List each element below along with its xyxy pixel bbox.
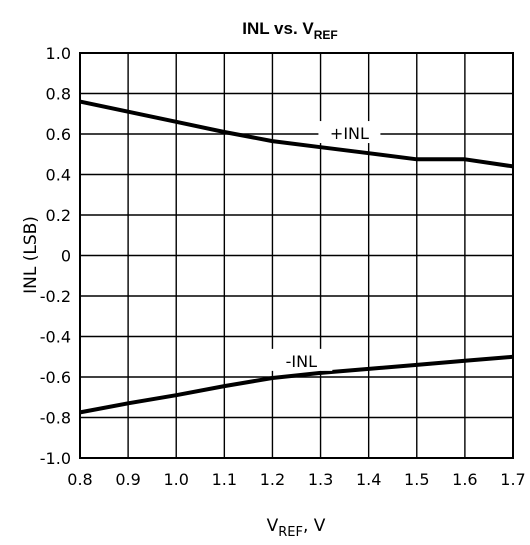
annotations: +INL -INL (270, 121, 381, 371)
series-line-minus-inl (79, 354, 514, 415)
y-tick-label: 0.4 (46, 166, 71, 185)
y-tick-label: 0 (61, 247, 71, 266)
x-tick-label: 1.7 (500, 470, 525, 489)
x-axis-label: VREF, V (267, 516, 326, 540)
x-tick-label: 1.4 (356, 470, 381, 489)
y-tick-label: -0.2 (40, 287, 71, 306)
chart-title: INL vs. VREF (242, 19, 338, 42)
x-tick-label: 1.3 (308, 470, 333, 489)
y-tick-label: 0.8 (46, 85, 71, 104)
x-tick-label: 1.1 (212, 470, 237, 489)
y-tick-labels: 1.0 0.8 0.6 0.4 0.2 0 -0.2 -0.4 -0.6 -0.8 -1.0 (40, 44, 71, 468)
series-annotation-label: +INL (330, 124, 369, 143)
annotation-background (318, 121, 381, 144)
y-tick-label: 0.6 (46, 125, 71, 144)
x-tick-labels: 0.8 0.9 1.0 1.1 1.2 1.3 1.4 1.5 1.6 1.7 (67, 470, 525, 489)
x-tick-label: 1.5 (404, 470, 429, 489)
x-tick-label: 0.9 (115, 470, 140, 489)
plot-frame (79, 52, 514, 459)
y-tick-label: -0.6 (40, 368, 71, 387)
series-group (79, 99, 514, 415)
y-tick-label: -0.4 (40, 328, 71, 347)
x-tick-label: 0.8 (67, 470, 92, 489)
chart-title-main: INL vs. V (242, 19, 314, 38)
x-axis-label-unit: , V (303, 516, 326, 536)
series-line-plusminus-inl (79, 99, 514, 169)
y-tick-label: 0.2 (46, 206, 71, 225)
y-tick-label: -1.0 (40, 449, 71, 468)
annotation-background (270, 348, 333, 371)
y-tick-label: 1.0 (46, 44, 71, 63)
x-tick-label: 1.6 (452, 470, 477, 489)
y-axis-label: INL (LSB) (21, 216, 41, 294)
series-annotation-label: -INL (286, 352, 317, 371)
y-tick-label: -0.8 (40, 409, 71, 428)
x-axis-label-main: V (267, 516, 279, 536)
x-axis-label-subscript: REF (278, 525, 303, 540)
x-tick-label: 1.0 (163, 470, 188, 489)
chart-title-subscript: REF (314, 28, 338, 42)
x-tick-label: 1.2 (260, 470, 285, 489)
